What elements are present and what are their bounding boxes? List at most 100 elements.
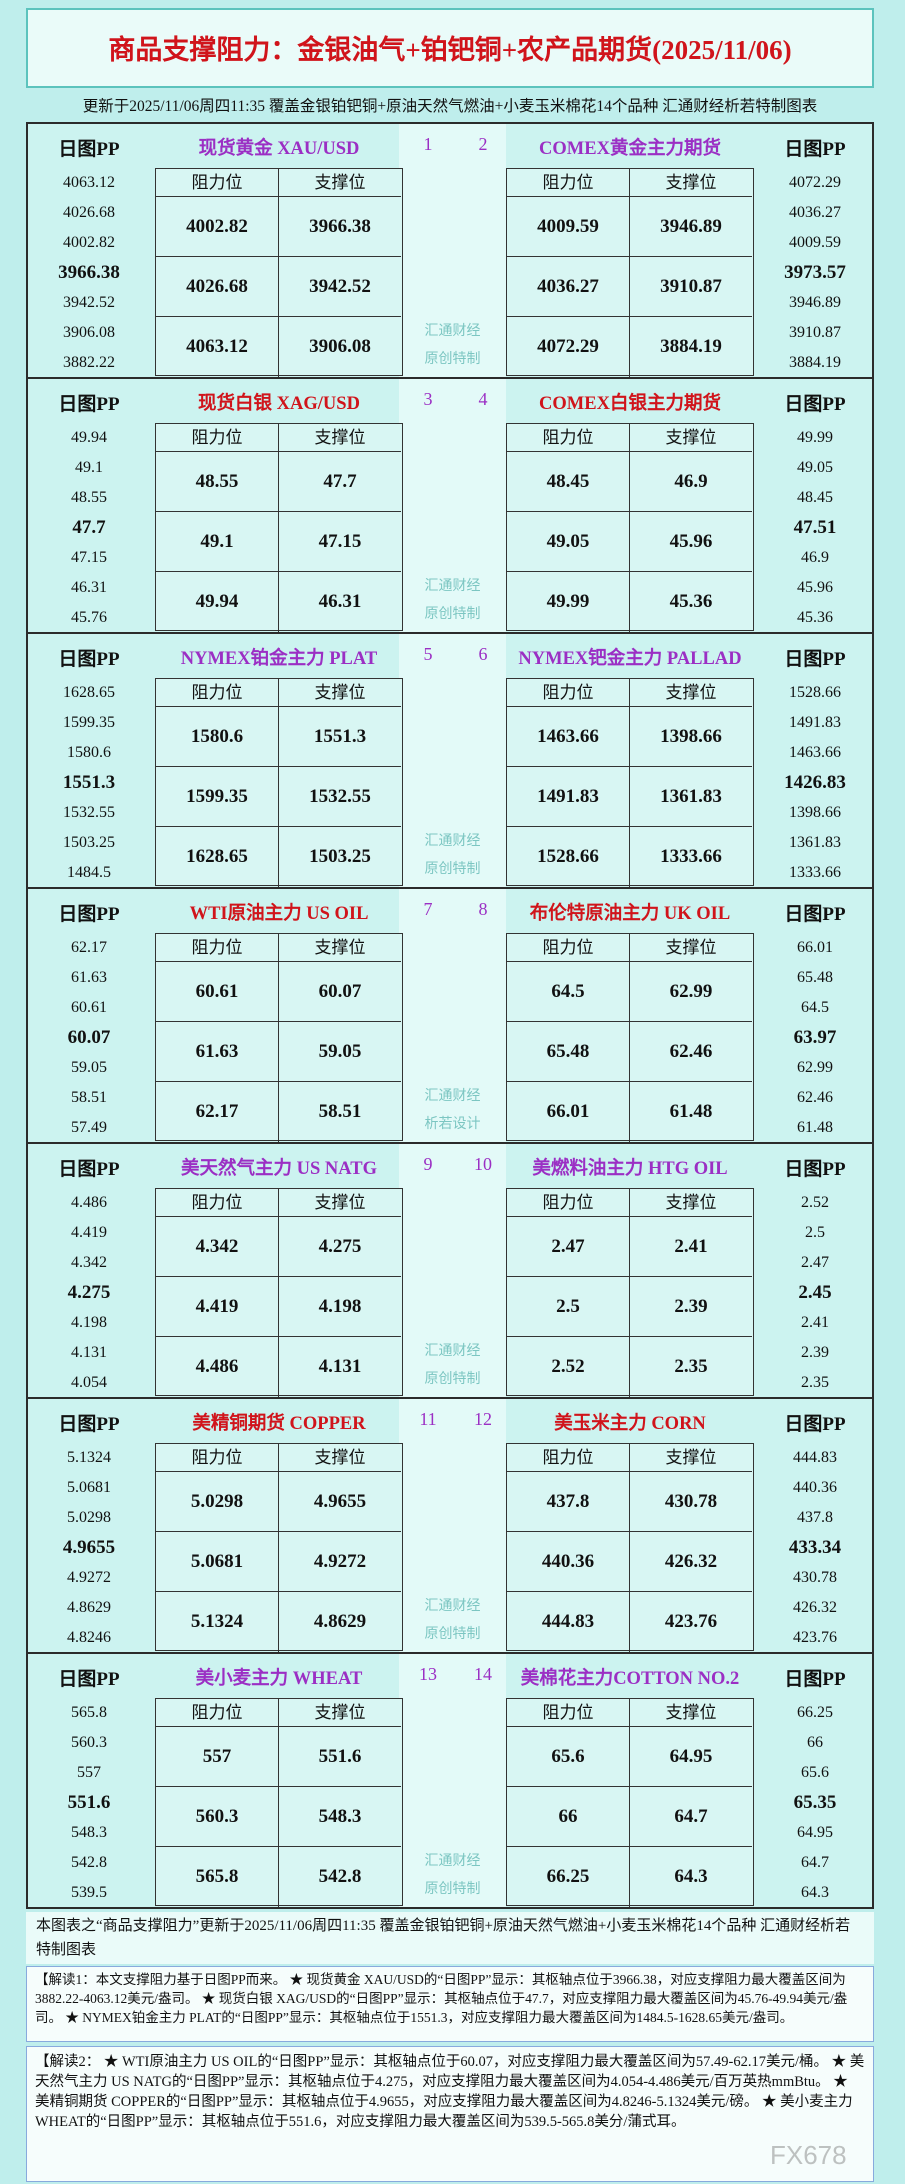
pp-value: 560.3 [71, 1734, 107, 1751]
pp-value: 62.46 [797, 1089, 833, 1106]
pp-value: 1628.65 [63, 684, 115, 701]
resistance-value: 1580.6 [156, 707, 279, 767]
pp-value: 426.32 [793, 1599, 837, 1616]
pp-label: 日图PP [58, 1159, 120, 1180]
pp-value: 45.36 [797, 609, 833, 626]
resistance-value: 1528.66 [507, 827, 630, 887]
watermark: 汇通财经 [424, 1599, 481, 1614]
pp-value: 63.97 [793, 1027, 837, 1048]
level-table: 阻力位 支撑位 65.6 64.95 66 64.7 66.25 64.3 [506, 1698, 754, 1907]
resistance-value: 440.36 [507, 1532, 630, 1592]
pp-value: 60.61 [71, 999, 107, 1016]
resistance-value: 66.25 [507, 1847, 630, 1907]
resistance-value: 4.419 [156, 1277, 279, 1337]
pp-value: 1491.83 [789, 714, 841, 731]
support-value: 45.96 [630, 512, 752, 572]
level-table: 阻力位 支撑位 2.47 2.41 2.5 2.39 2.52 2.35 [506, 1188, 754, 1397]
pp-value: 3906.08 [63, 324, 115, 341]
column-header: 支撑位 [279, 1444, 401, 1472]
pp-value: 64.3 [801, 1884, 829, 1901]
support-value: 1532.55 [279, 767, 401, 827]
level-table: 阻力位 支撑位 1463.66 1398.66 1491.83 1361.83 1528.6… [506, 678, 754, 887]
pp-value: 64.95 [797, 1824, 833, 1841]
pp-value: 4.9655 [62, 1537, 116, 1558]
resistance-value: 560.3 [156, 1787, 279, 1847]
support-value: 3942.52 [279, 257, 401, 317]
resistance-value: 4063.12 [156, 317, 279, 377]
support-value: 1503.25 [309, 846, 371, 867]
pp-value: 3884.19 [789, 354, 841, 371]
pp-value: 4.419 [71, 1224, 107, 1241]
resistance-value: 62.17 [156, 1082, 279, 1142]
resistance-value: 1599.35 [156, 767, 279, 827]
watermark: 汇通财经 [424, 834, 481, 849]
resistance-value: 48.55 [156, 452, 279, 512]
pp-value: 5.0681 [67, 1479, 111, 1496]
level-table: 阻力位 支撑位 64.5 62.99 65.48 62.46 66.01 61.48 [506, 933, 754, 1142]
watermark: 汇通财经 [424, 1854, 481, 1869]
panel-number: 9 [423, 1154, 433, 1174]
panel-title: 美棉花主力COTTON NO.2 [520, 1669, 740, 1689]
support-value: 3906.08 [309, 336, 371, 357]
pp-value: 4.342 [71, 1254, 107, 1271]
middle-column [399, 1399, 506, 1652]
resistance-value: 61.63 [156, 1022, 279, 1082]
middle-column [399, 1654, 506, 1907]
pp-value: 65.48 [797, 969, 833, 986]
pp-value: 4036.27 [789, 204, 841, 221]
resistance-value: 2.52 [507, 1337, 630, 1397]
watermark: 汇通财经 [424, 1344, 481, 1359]
resistance-value: 49.99 [507, 572, 630, 632]
column-header: 阻力位 [156, 1444, 279, 1472]
section: 汇通财经 原创特制 11 12 日图PP 美精铜期货 COPPER 5.1324 5.0681… [26, 1397, 874, 1654]
level-table: 阻力位 支撑位 4002.82 3966.38 4026.68 3942.52 4063.1… [155, 168, 403, 377]
support-value: 60.07 [279, 962, 401, 1022]
pp-value: 49.1 [75, 459, 103, 476]
panel-number: 8 [478, 899, 488, 919]
pp-value: 45.96 [797, 579, 833, 596]
note: 【解读1：本文支撑阻力基于日图PP而来。 ★ 现货黄金 XAU/USD的“日图P… [26, 1966, 874, 2042]
resistance-value: 5.0681 [156, 1532, 279, 1592]
footer: 本图表之“商品支撑阻力”更新于2025/11/06周四11:35 覆盖金银铂钯铜… [26, 1912, 874, 1964]
level-table: 阻力位 支撑位 60.61 60.07 61.63 59.05 62.17 58.51 [155, 933, 403, 1142]
watermark: 汇通财经 [424, 1089, 481, 1104]
watermark: 原创特制 [424, 1627, 481, 1642]
column-header: 支撑位 [279, 424, 401, 452]
support-value: 61.48 [669, 1101, 713, 1122]
pp-label: 日图PP [58, 139, 120, 160]
pp-value: 2.41 [801, 1314, 829, 1331]
resistance-value: 49.1 [156, 512, 279, 572]
support-value: 47.15 [279, 512, 401, 572]
pp-value: 62.99 [797, 1059, 833, 1076]
section: 汇通财经 原创特制 5 6 日图PP NYMEX铂金主力 PLAT 1628.65 1599.… [26, 632, 874, 889]
level-table: 阻力位 支撑位 5.0298 4.9655 5.0681 4.9272 5.1324 4.86… [155, 1443, 403, 1652]
resistance-value: 4.486 [156, 1337, 279, 1397]
support-value: 47.7 [279, 452, 401, 512]
pp-label: 日图PP [784, 1159, 846, 1180]
level-table: 阻力位 支撑位 4.342 4.275 4.419 4.198 4.486 4.131 [155, 1188, 403, 1397]
resistance-value: 4072.29 [507, 317, 630, 377]
pp-value: 4.131 [71, 1344, 107, 1361]
column-header: 阻力位 [507, 679, 630, 707]
watermark: 原创特制 [424, 607, 481, 622]
resistance-value: 2.5 [507, 1277, 630, 1337]
pp-value: 61.63 [71, 969, 107, 986]
watermark: FX678 [770, 2140, 847, 2170]
note: 【解读2： ★ WTI原油主力 US OIL的“日图PP”显示：其枢轴点位于60… [26, 2046, 874, 2182]
pp-value: 444.83 [793, 1449, 837, 1466]
column-header: 支撑位 [630, 1699, 752, 1727]
column-header: 阻力位 [156, 424, 279, 452]
pp-value: 437.8 [797, 1509, 833, 1526]
pp-value: 1503.25 [63, 834, 115, 851]
pp-label: 日图PP [784, 1669, 846, 1690]
watermark: 原创特制 [424, 352, 481, 367]
column-header: 支撑位 [630, 1444, 752, 1472]
panel-number: 5 [423, 644, 433, 664]
pp-value: 45.76 [71, 609, 107, 626]
resistance-value: 4036.27 [507, 257, 630, 317]
pp-value: 65.35 [793, 1792, 837, 1813]
column-header: 阻力位 [507, 424, 630, 452]
pp-value: 4.8246 [67, 1629, 111, 1646]
watermark: 汇通财经 [424, 579, 481, 594]
